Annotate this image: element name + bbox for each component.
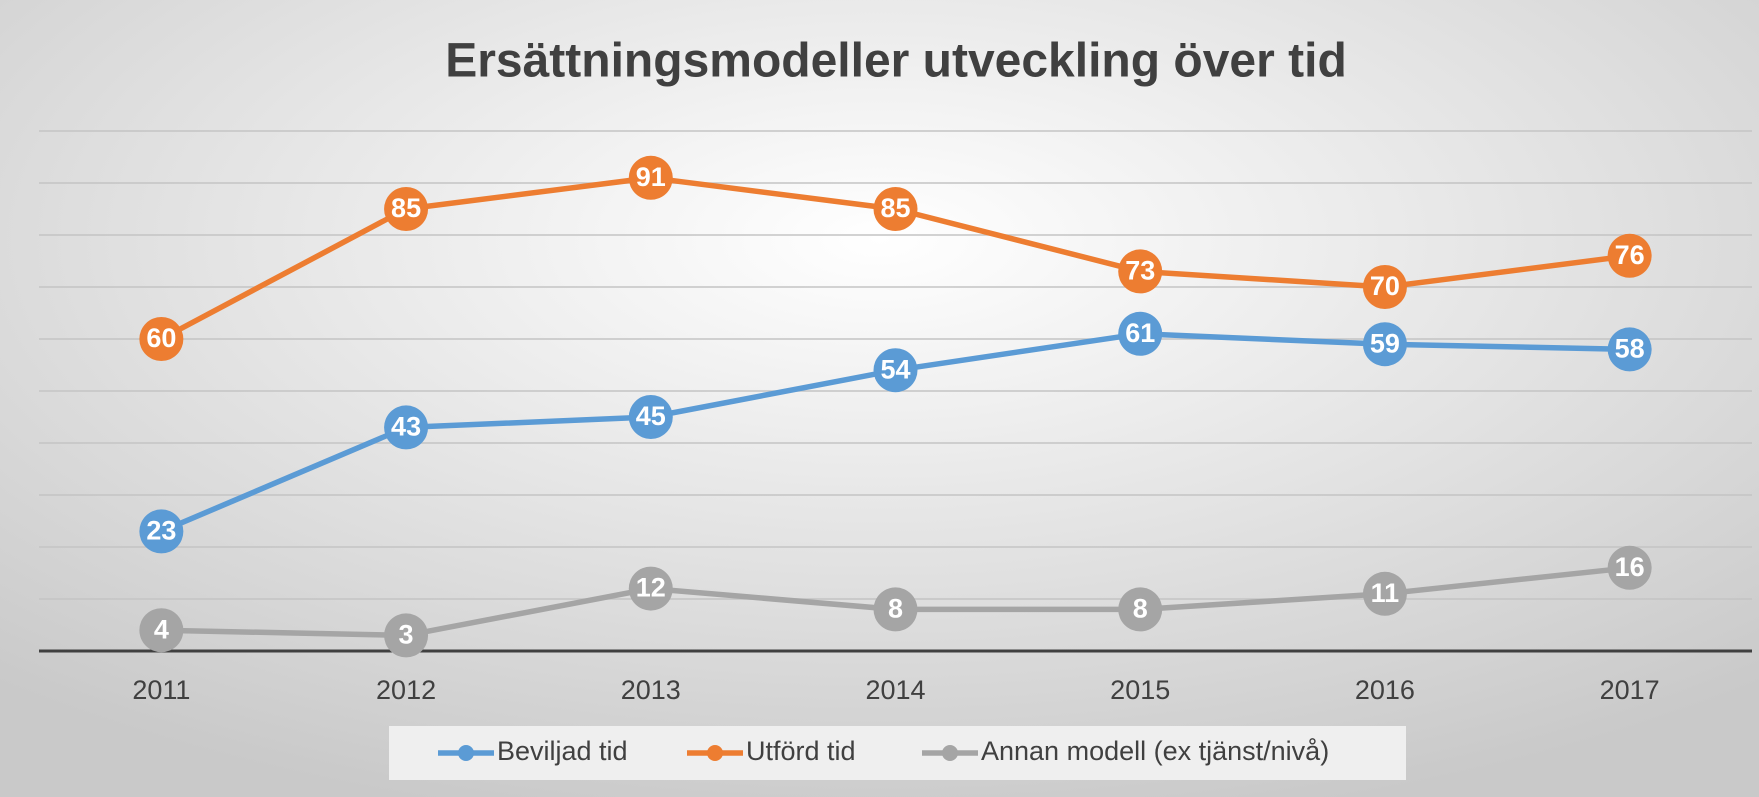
data-point [873,187,918,231]
legend-marker [942,745,958,761]
data-point [139,317,184,361]
data-label: 8 [888,594,903,624]
data-label: 59 [1370,328,1400,358]
data-label: 12 [636,573,666,603]
data-label: 91 [636,162,666,192]
data-point [1607,233,1652,278]
chart-title: Ersättningsmodeller utveckling över tid [445,35,1347,88]
data-point [1118,587,1163,632]
data-point [628,566,673,611]
legend-marker [458,745,474,761]
data-label: 45 [636,401,666,431]
data-label: 85 [391,193,421,223]
data-label: 70 [1370,271,1400,301]
data-point [1118,249,1163,294]
data-label: 3 [399,620,414,650]
data-point [873,587,918,632]
data-point [1362,571,1407,616]
legend-box [389,726,1406,780]
data-label: 8 [1133,594,1148,624]
data-point [139,608,184,653]
data-label: 61 [1125,318,1155,348]
data-label: 23 [146,516,176,546]
x-tick-label: 2013 [621,675,681,705]
data-label: 76 [1615,240,1645,270]
data-point [873,348,918,393]
data-label: 73 [1125,256,1155,286]
data-point [1607,545,1652,590]
x-tick-label: 2016 [1355,675,1415,705]
x-tick-label: 2017 [1600,675,1660,705]
data-point [1362,265,1407,309]
x-tick-label: 2012 [376,675,436,705]
data-point [139,509,184,554]
x-tick-label: 2015 [1110,675,1170,705]
legend-marker [707,745,723,761]
data-point [1118,311,1163,356]
data-label: 4 [154,614,169,644]
data-point [384,405,429,450]
data-label: 85 [880,193,910,223]
x-tick-label: 2011 [132,675,190,705]
data-label: 43 [391,412,421,442]
data-label: 16 [1615,552,1645,582]
data-point [628,155,673,200]
legend-label: Utförd tid [746,736,856,766]
data-point [384,187,429,231]
data-point [1607,327,1652,372]
data-label: 60 [146,323,176,353]
data-label: 11 [1371,578,1400,608]
data-label: 54 [880,354,910,384]
data-label: 58 [1615,334,1645,364]
data-point [384,613,429,658]
data-point [628,395,673,439]
legend-label: Beviljad tid [497,736,628,766]
data-point [1362,322,1407,367]
legend-label: Annan modell (ex tjänst/nivå) [981,736,1329,766]
x-tick-label: 2014 [865,675,925,705]
